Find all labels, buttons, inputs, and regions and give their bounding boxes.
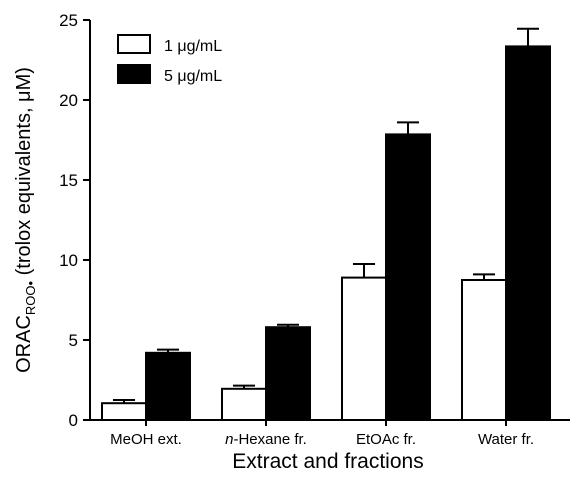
legend-label-0: 1 μg/mL [164,38,222,55]
bar-3-0 [461,279,507,421]
legend-label-1: 5 μg/mL [164,68,222,85]
legend: 1 μg/mL 5 μg/mL [117,34,222,85]
y-tick-label-20: 20 [59,91,78,110]
y-tick-label-0: 0 [69,411,78,430]
bars [101,27,551,422]
bar-0-1 [145,351,191,421]
bar-1-1 [265,326,311,422]
y-tick-label-15: 15 [59,171,78,190]
labels: 0 5 10 15 20 25 MeOH ext. n-Hexane fr. EtOAc fr.… [13,11,534,473]
x-tick-label-0: MeOH ext. [110,431,182,448]
y-axis-title: ORACROO• (trolox equivalents, μM) [13,67,38,373]
x-tick-label-3: Water fr. [478,431,534,448]
x-axis-title: Extract and fractions [232,450,423,473]
y-tick-label-25: 25 [59,11,78,30]
bar-2-0 [341,276,387,421]
bar-1-0 [221,387,267,421]
legend-swatch-0 [117,34,151,54]
y-tick-label-10: 10 [59,251,78,270]
y-tick-label-5: 5 [69,331,78,350]
legend-swatch-1 [117,64,151,84]
bar-2-1 [385,133,431,421]
bar-0-0 [101,402,147,422]
x-tick-label-2: EtOAc fr. [356,431,416,448]
x-tick-label-1: n-Hexane fr. [225,431,307,448]
bar-3-1 [505,45,551,422]
